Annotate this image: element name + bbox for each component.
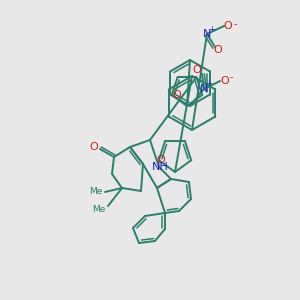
Text: NH: NH <box>152 162 168 172</box>
Text: +: + <box>206 80 212 88</box>
Text: -: - <box>233 19 237 29</box>
Text: O: O <box>224 21 232 31</box>
Text: N: N <box>203 29 211 39</box>
Text: O: O <box>157 155 165 165</box>
Text: Me: Me <box>89 187 103 196</box>
Text: O: O <box>214 45 222 55</box>
Text: Me: Me <box>92 206 106 214</box>
Text: O: O <box>90 142 98 152</box>
Text: -: - <box>229 72 233 82</box>
Text: N: N <box>200 84 208 94</box>
Text: +: + <box>208 25 215 34</box>
Text: O: O <box>220 76 230 86</box>
Text: O: O <box>193 65 201 75</box>
Text: O: O <box>172 90 181 100</box>
